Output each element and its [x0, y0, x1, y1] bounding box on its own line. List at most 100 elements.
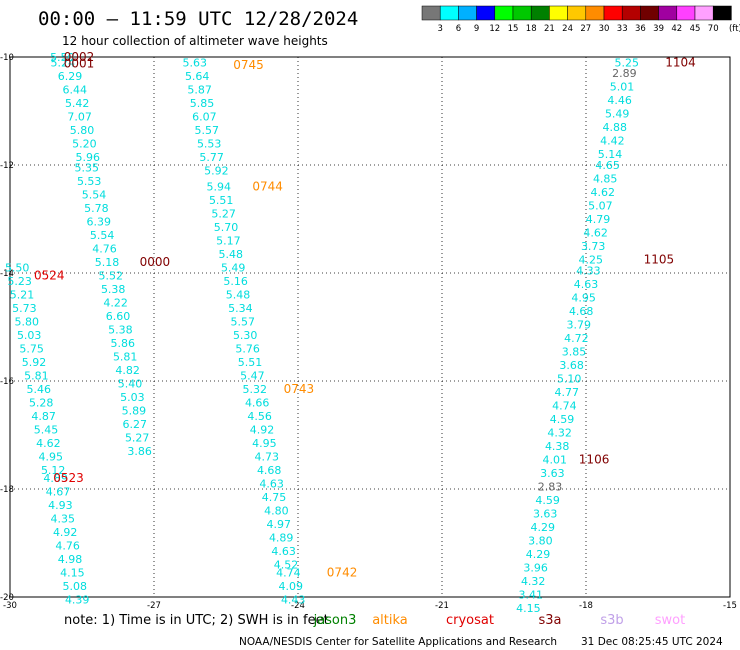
wave-height-point: 5.76: [235, 343, 260, 356]
wave-height-point: 5.25: [615, 56, 640, 69]
wave-height-point: 4.98: [58, 553, 83, 566]
colorbar-tick-label: 33: [617, 24, 628, 34]
colorbar-swatch: [694, 5, 714, 21]
wave-height-point: 5.16: [223, 275, 248, 288]
wave-height-point: 5.85: [190, 97, 215, 110]
wave-height-point: 5.27: [125, 432, 150, 445]
wave-height-point: 4.95: [252, 437, 277, 450]
grid-lines: [10, 57, 730, 597]
wave-height-point: 3.73: [581, 240, 606, 253]
wave-height-point: 4.63: [271, 545, 296, 558]
wave-height-point: 5.03: [120, 391, 145, 404]
satellite-legend-item: altika: [372, 613, 408, 628]
wave-height-point: 5.57: [231, 316, 256, 329]
colorbar-swatch: [439, 5, 459, 21]
x-tick-label: -18: [579, 601, 593, 611]
colorbar-tick-label: 27: [580, 24, 591, 34]
wave-height-point: 5.70: [214, 221, 239, 234]
wave-height-point: 5.75: [19, 343, 44, 356]
wave-height-point: 4.35: [51, 513, 76, 526]
wave-height-point: 5.20: [72, 137, 97, 150]
pass-time-label: 1104: [665, 55, 696, 69]
colorbar-tick-label: 39: [653, 24, 664, 34]
wave-height-point: 5.30: [233, 329, 258, 342]
wave-height-point: 5.80: [15, 316, 40, 329]
wave-height-point: 5.81: [24, 370, 49, 383]
note-text: note: 1) Time is in UTC; 2) SWH is in fe…: [64, 613, 329, 628]
wave-height-point: 4.92: [53, 526, 78, 539]
wave-height-point: 4.82: [115, 364, 140, 377]
wave-height-point: 5.96: [76, 151, 101, 164]
wave-height-point: 5.77: [199, 151, 224, 164]
plot-area: -30 -27 -24 -21 -18 -15 -10 -12 -14 -16 -18 -20 5.5…: [0, 50, 737, 615]
colorbar-swatch: [621, 5, 641, 21]
wave-height-point: 4.59: [550, 413, 575, 426]
y-tick-label: -12: [0, 161, 14, 171]
wave-height-point: 4.87: [31, 410, 56, 423]
wave-height-point: 4.33: [576, 264, 601, 277]
y-tick-label: -20: [0, 593, 14, 603]
wave-height-point: 5.63: [183, 56, 208, 69]
satellite-legend-item: swot: [655, 613, 685, 628]
wave-height-point: 5.28: [29, 397, 54, 410]
wave-height-point: 4.56: [247, 410, 272, 423]
colorbar-tick-label: 36: [635, 24, 646, 34]
wave-height-point: 4.92: [250, 424, 275, 437]
colorbar-tick-label: 45: [690, 24, 701, 34]
wave-height-point: 6.07: [192, 110, 217, 123]
wave-height-point: 3.80: [528, 534, 553, 547]
pass-time-label: 0745: [233, 58, 264, 72]
wave-height-point: 6.39: [87, 216, 112, 229]
wave-height-point: 5.07: [588, 200, 613, 213]
wave-height-point: 4.65: [595, 159, 620, 172]
colorbar-tick-label: 3: [437, 24, 442, 34]
colorbar-tick-label: 15: [508, 24, 519, 34]
wave-height-point: 5.73: [12, 302, 37, 315]
wave-height-point: 5.87: [187, 83, 212, 96]
wave-height-point: 4.25: [579, 254, 604, 267]
wave-height-point: 3.79: [567, 318, 592, 331]
colorbar-swatch: [421, 5, 441, 21]
wave-height-point: 5.08: [63, 580, 88, 593]
wave-height-points: 5.505.246.296.445.427.075.805.205.965.35…: [5, 51, 639, 615]
wave-height-point: 5.48: [226, 289, 251, 302]
colorbar-tick-label: 9: [474, 24, 479, 34]
colorbar-swatch: [512, 5, 532, 21]
wave-height-point: 4.68: [257, 464, 282, 477]
wave-height-point: 5.51: [209, 194, 234, 207]
wave-height-point: 4.62: [583, 227, 608, 240]
colorbar-tick-label: 42: [671, 24, 682, 34]
wave-height-point: 3.85: [562, 345, 587, 358]
wave-height-point: 5.24: [51, 56, 76, 69]
wave-height-point: 5.92: [22, 356, 47, 369]
colorbar-swatch: [712, 5, 732, 21]
wave-height-point: 5.51: [238, 356, 263, 369]
pass-time-label: 0001: [64, 56, 95, 70]
wave-height-point: 4.62: [36, 437, 61, 450]
wave-height-point: 4.42: [600, 135, 625, 148]
wave-height-point: 4.01: [543, 453, 568, 466]
colorbar-swatch: [676, 5, 696, 21]
wave-height-point: 4.67: [46, 486, 71, 499]
wave-height-point: 5.46: [27, 383, 52, 396]
wave-height-point: 6.44: [63, 83, 88, 96]
wave-height-point: 5.01: [610, 81, 635, 94]
pass-time-label: 0744: [252, 180, 283, 194]
wave-height-point: 4.62: [591, 186, 616, 199]
wave-height-point: 4.74: [276, 567, 301, 580]
wave-height-point: 4.89: [43, 472, 68, 485]
wave-height-point: 4.85: [593, 173, 618, 186]
wave-height-point: 5.52: [99, 270, 124, 283]
wave-height-point: 5.34: [228, 302, 253, 315]
x-tick-label: -24: [291, 601, 305, 611]
pass-time-label: 0524: [34, 269, 65, 283]
wave-height-point: 5.10: [557, 372, 582, 385]
wave-height-point: 5.94: [207, 181, 232, 194]
wave-height-point: 4.29: [526, 548, 551, 561]
x-tick-label: -30: [3, 601, 17, 611]
colorbar-swatch: [494, 5, 514, 21]
pass-time-label: 0523: [53, 471, 84, 485]
wave-height-point: 5.03: [17, 329, 42, 342]
y-tick-label: -18: [0, 485, 14, 495]
